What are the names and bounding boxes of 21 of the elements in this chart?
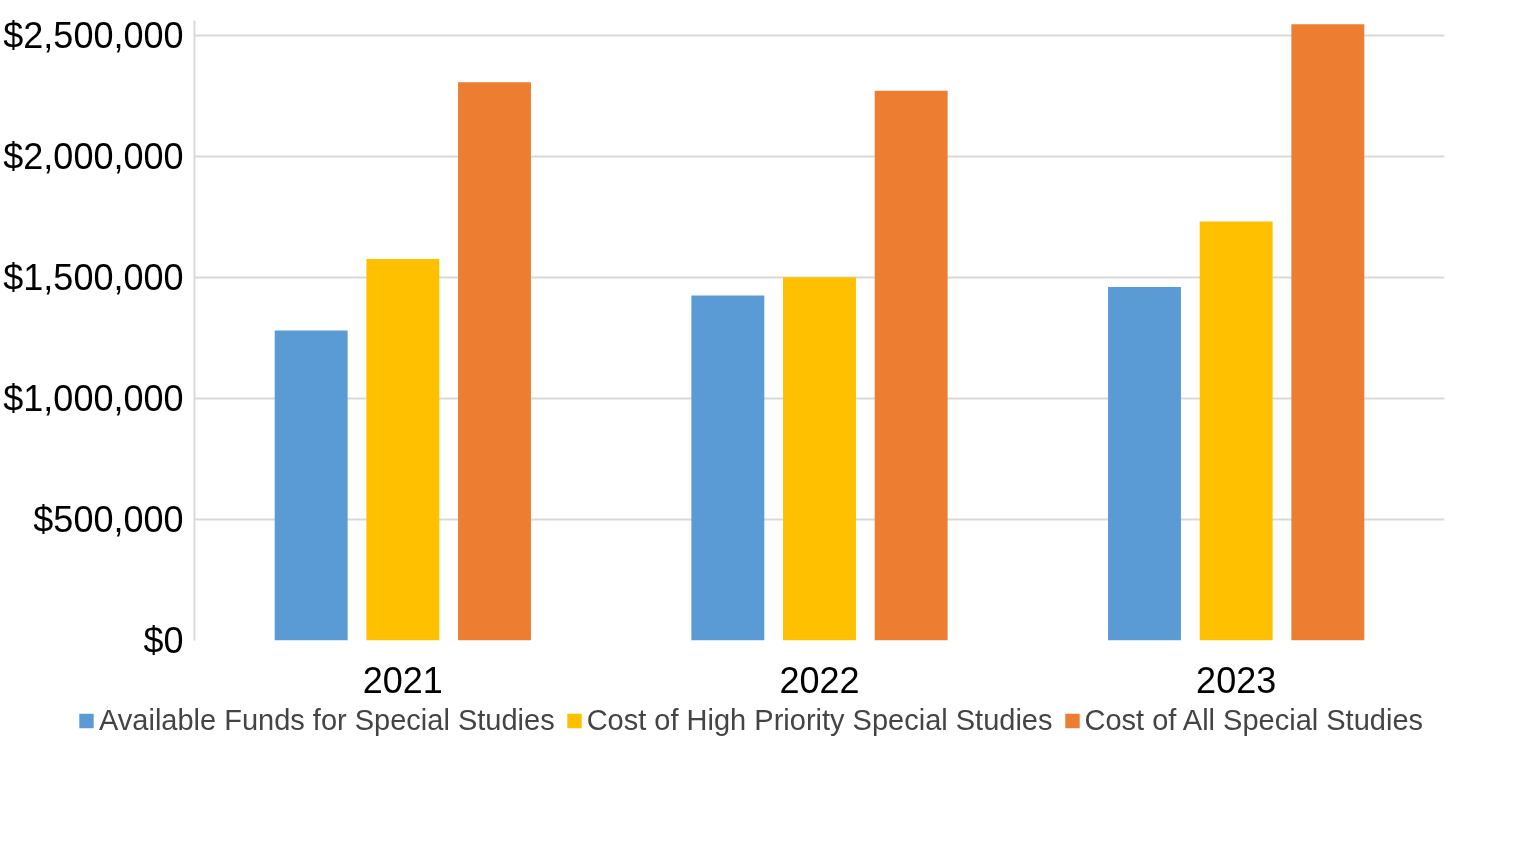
y-tick-label: $2,500,000 xyxy=(3,14,184,56)
y-tick-label: $0 xyxy=(143,620,184,661)
y-tick-label: $1,000,000 xyxy=(3,377,184,419)
bar xyxy=(1291,24,1365,641)
legend-label: Cost of High Priority Special Studies xyxy=(586,703,1053,737)
bar xyxy=(1108,286,1181,641)
y-tick-label: $1,500,000 xyxy=(3,256,184,298)
bar xyxy=(691,295,765,641)
bar xyxy=(783,277,856,641)
bar xyxy=(1199,221,1273,641)
bar xyxy=(274,330,348,641)
bar xyxy=(366,259,440,641)
y-tick-label: $2,000,000 xyxy=(3,135,184,177)
bar xyxy=(874,90,948,641)
x-tick-label: 2022 xyxy=(779,659,860,701)
legend-label: Cost of All Special Studies xyxy=(1084,703,1424,737)
y-tick-label: $500,000 xyxy=(33,498,184,540)
x-tick-label: 2021 xyxy=(362,659,443,701)
bar xyxy=(458,82,531,641)
x-tick-label: 2023 xyxy=(1196,659,1277,701)
legend-label: Available Funds for Special Studies xyxy=(98,703,555,737)
